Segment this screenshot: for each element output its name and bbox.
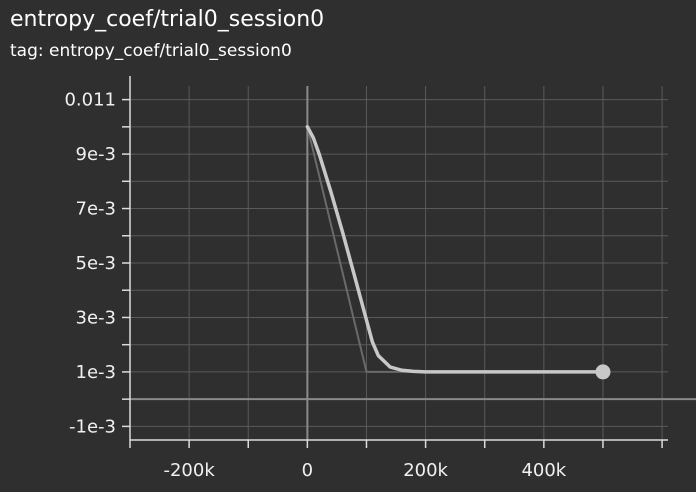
- y-tick-label: 5e-3: [76, 253, 116, 274]
- x-tick-label: 200k: [403, 460, 448, 481]
- y-tick-label: 0.011: [64, 90, 116, 111]
- y-tick-label: 3e-3: [76, 307, 116, 328]
- x-tick-label: 0: [302, 460, 313, 481]
- x-tick-label: -200k: [163, 460, 215, 481]
- y-tick-label: 9e-3: [76, 144, 116, 165]
- chart-title: entropy_coef/trial0_session0: [10, 7, 325, 32]
- smoothed-series-line[interactable]: [305, 125, 605, 374]
- y-tick-label: 1e-3: [76, 362, 116, 383]
- chart-subtitle: tag: entropy_coef/trial0_session0: [10, 41, 292, 61]
- y-tick-label: -1e-3: [69, 416, 116, 437]
- raw-series-line: [306, 126, 603, 373]
- y-tick-label: 7e-3: [76, 199, 116, 220]
- x-tick-label: 400k: [521, 460, 566, 481]
- series-end-marker[interactable]: [595, 364, 611, 380]
